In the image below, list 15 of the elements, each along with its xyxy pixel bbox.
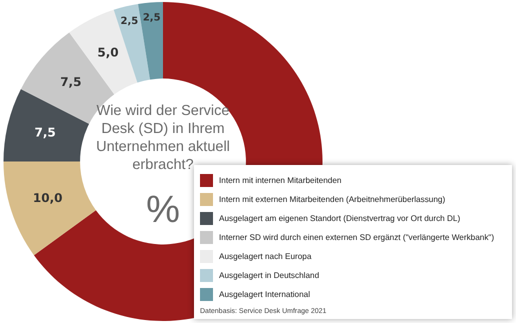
- data-label: 5,0: [97, 46, 119, 60]
- text: Wie wird der Service Desk (SD) in Ihrem Unternehmen aktuell erbracht?: [95, 102, 231, 174]
- legend-label: Ausgelagert in Deutschland: [219, 271, 320, 280]
- data-label: 7,5: [60, 74, 82, 89]
- legend-label: Intern mit externen Mitarbeitenden (Arbeitnehmerüberlassung): [219, 195, 446, 204]
- legend-label: Ausgelagert am eigenen Standort (Dienstvertrag vor Ort durch DL): [219, 214, 460, 223]
- data-label: 10,0: [32, 191, 63, 206]
- legend-label: Ausgelagert nach Europa: [219, 252, 312, 261]
- data-label: 2,5: [120, 16, 138, 27]
- data-label: 2,5: [142, 12, 161, 24]
- text: %: [146, 189, 180, 231]
- data-label: 7,5: [34, 125, 56, 140]
- legend-label: Interner SD wird durch einen externen SD ergänzt ("verlängerte Werkbank"): [219, 233, 494, 242]
- legend-label: Ausgelagert International: [219, 290, 310, 299]
- legend-label: Intern mit internen Mitarbeitenden: [219, 176, 342, 185]
